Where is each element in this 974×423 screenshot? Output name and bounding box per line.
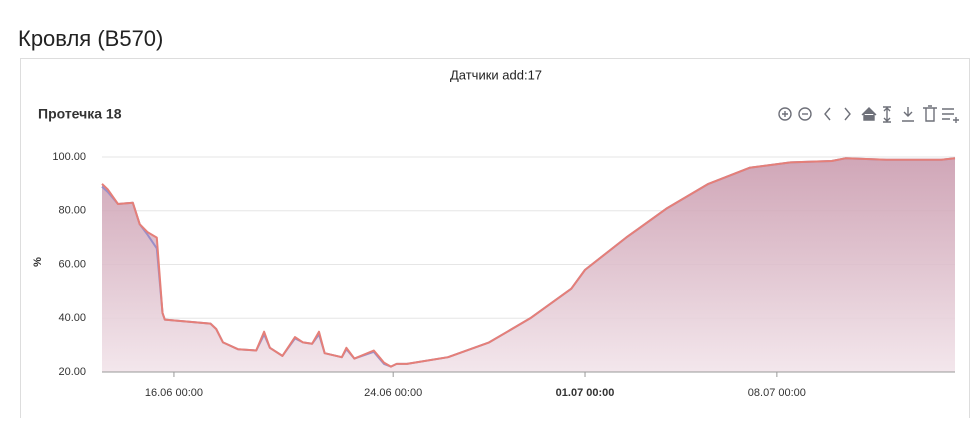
area bbox=[102, 158, 955, 372]
delete[interactable] bbox=[923, 105, 937, 122]
pan-left[interactable] bbox=[824, 107, 831, 121]
card-title: Датчики add:17 bbox=[450, 67, 542, 82]
y-tick-label: 40.00 bbox=[58, 312, 86, 324]
reset[interactable] bbox=[861, 107, 877, 121]
add[interactable] bbox=[942, 108, 959, 123]
x-tick-label: 01.07 00:00 bbox=[556, 387, 615, 399]
y-tick-label: 80.00 bbox=[58, 205, 86, 217]
toolbar bbox=[778, 105, 959, 123]
page-title: Кровля (B570) bbox=[18, 26, 163, 51]
zoom-out[interactable] bbox=[798, 107, 812, 121]
zoom-in[interactable] bbox=[778, 107, 792, 121]
x-tick-label: 24.06 00:00 bbox=[364, 387, 422, 399]
y-tick-label: 60.00 bbox=[58, 258, 86, 270]
pan-right[interactable] bbox=[844, 107, 851, 121]
y-tick-label: 20.00 bbox=[58, 366, 86, 378]
line bbox=[101, 157, 956, 368]
zoom-y[interactable] bbox=[883, 106, 891, 123]
download[interactable] bbox=[902, 107, 914, 122]
x-tick-label: 16.06 00:00 bbox=[145, 387, 203, 399]
y-tick-label: 100.00 bbox=[52, 151, 86, 163]
x-tick-label: 08.07 00:00 bbox=[748, 387, 806, 399]
chart-title: Протечка 18 bbox=[38, 106, 122, 122]
y-axis-label: % bbox=[32, 257, 44, 267]
